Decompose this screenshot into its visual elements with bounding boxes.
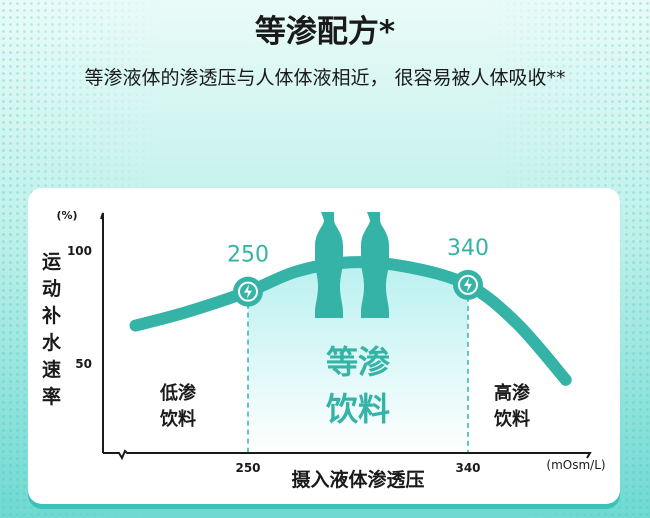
lightning-icon [458,274,478,295]
x-tick-label: 250 [235,461,260,475]
y-tick-label: 100 [67,244,92,258]
x-axis-label: 摄入液体渗透压 [291,468,424,491]
bottles-icon [315,212,389,318]
y-unit: (%) [56,209,77,222]
x-tick-label: 340 [455,461,480,475]
region-label-line: 等渗 [326,343,391,381]
y-axis-label-char: 速 [42,358,61,381]
region-label-isotonic: 等渗 饮料 [326,343,391,428]
marker-label: 250 [227,243,269,268]
y-axis-label-char: 运 [42,251,61,273]
y-axis-label: 运动补水速率 [42,251,62,408]
y-axis-label-char: 动 [42,278,61,300]
region-label-line: 饮料 [159,408,196,430]
region-label-line: 低渗 [159,382,197,404]
region-label-hypotonic: 低渗 饮料 [159,382,197,430]
x-unit: (mOsm/L) [546,458,605,472]
y-axis-label-char: 率 [42,385,61,408]
marker-340: 340 [447,236,489,300]
region-label-hypertonic: 高渗 饮料 [493,382,531,430]
page-title: 等渗配方* [254,14,396,50]
y-axis-label-char: 补 [42,304,61,327]
region-label-line: 高渗 [494,382,531,404]
line-series [129,256,572,386]
region-label-line: 饮料 [493,408,530,430]
marker-label: 340 [447,236,489,261]
y-tick-label: 50 [75,357,92,371]
lightning-icon [238,281,258,302]
page-subtitle: 等渗液体的渗透压与人体体液相近， 很容易被人体吸收** [84,67,566,89]
y-axis-label-char: 水 [42,332,62,354]
marker-250: 250 [227,243,269,307]
region-label-line: 饮料 [326,390,390,428]
x-axis [103,449,592,461]
isotonic-region [248,262,468,453]
y-axis [100,212,104,453]
